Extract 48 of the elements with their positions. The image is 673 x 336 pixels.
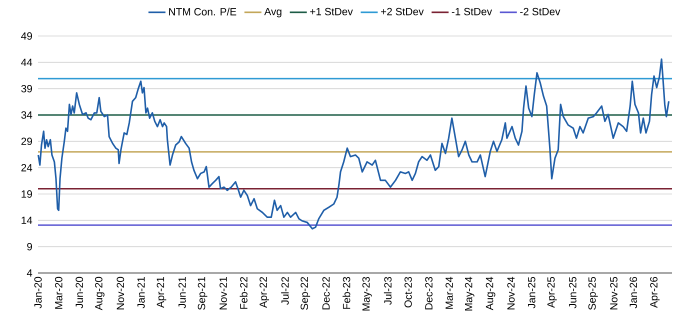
x-tick-label: Apr-22 [260,277,270,308]
x-tick-label: Jan-21 [137,277,145,308]
legend-label: Avg [264,8,282,18]
x-tick-label: Apr-21 [156,277,166,308]
x-tick-label: May-24 [464,276,474,311]
x-tick-label: Sep-22 [300,277,310,310]
x-tick-label: Aug-20 [95,276,104,310]
x-tick-label: Sep-25 [588,276,598,310]
y-tick-label: 19 [22,190,32,198]
x-tick-label: Apr-25 [547,276,557,308]
y-tick-label: 49 [21,32,32,40]
x-tick-label: Feb-22 [240,277,248,309]
x-tick-label: Sep-21 [198,277,208,310]
x-tick-label: Mar-24 [446,276,453,309]
x-tick-label: Dec-23 [425,276,433,310]
x-tick-label: Jul-22 [281,277,289,305]
x-tick-label: Jun-20 [76,276,84,308]
x-tick-label: May-23 [362,276,372,311]
y-tick-label: 24 [21,164,32,172]
line-series [37,58,670,230]
x-tick-label: Nov-21 [220,277,227,310]
y-tick-label: 14 [22,216,32,224]
x-tick-label: Jun-25 [568,276,576,308]
legend-label: -1 StDev [452,8,492,16]
legend-label: +2 StDev [381,8,424,16]
legend-label: -2 StDev [520,8,560,16]
x-tick-label: Apr-26 [650,276,660,308]
y-tick-label: 4 [26,269,32,277]
x-tick-label: Oct-23 [404,276,412,308]
x-tick-label: Jan-26 [630,276,638,308]
legend-label: +1 StDev [310,8,353,16]
x-tick-label: Nov-25 [610,276,618,310]
y-tick-label: 9 [27,242,32,250]
y-tick-label: 44 [21,58,32,66]
y-tick-label: 34 [21,111,32,119]
x-tick-label: Feb-23 [342,276,350,309]
y-tick-label: 29 [21,138,32,146]
x-tick-label: Nov-20 [116,276,124,310]
x-tick-label: Jan-20 [34,276,42,308]
legend-label: NTM Con. P/E [169,8,236,16]
x-tick-label: Jun-21 [178,277,186,308]
x-tick-label: Jan-25 [528,276,536,308]
x-tick-label: Jul-23 [384,276,392,305]
x-tick-label: Nov-24 [507,276,515,310]
x-tick-label: Dec-22 [322,277,330,310]
y-tick-label: 39 [21,84,32,92]
x-tick-label: Aug-24 [486,276,496,310]
x-tick-label: Mar-20 [54,276,62,309]
